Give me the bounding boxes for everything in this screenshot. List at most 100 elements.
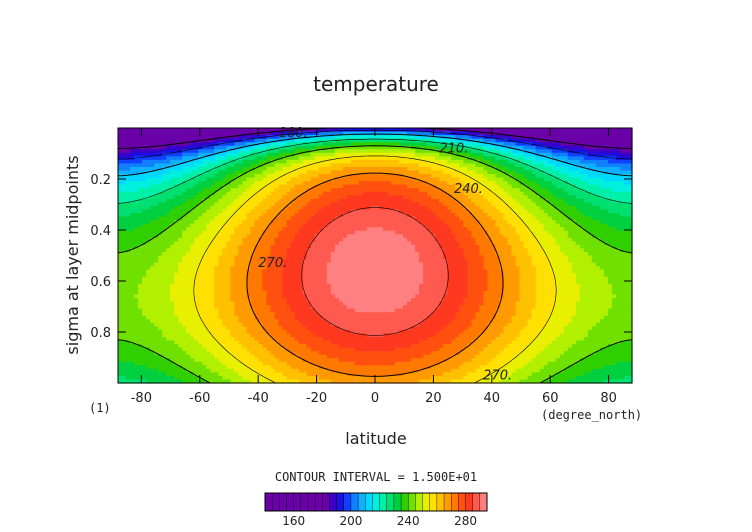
field-cell [366, 184, 372, 189]
field-cell [126, 251, 131, 257]
field-cell [150, 237, 155, 242]
field-cell [350, 329, 356, 335]
field-cell [198, 372, 203, 377]
field-cell [370, 181, 376, 186]
field-cell [142, 329, 147, 335]
field-cell [162, 273, 167, 278]
field-cell [278, 142, 284, 147]
field-cell [290, 135, 296, 140]
field-cell [262, 319, 268, 324]
field-cell [118, 347, 123, 352]
field-cell [154, 163, 159, 168]
field-cell [130, 209, 135, 214]
field-cell [194, 375, 199, 381]
field-cell [387, 163, 392, 168]
field-cell [142, 237, 147, 242]
field-cell [395, 195, 400, 200]
field-cell [302, 269, 308, 274]
field-cell [278, 290, 284, 296]
field-cell [370, 188, 376, 193]
field-cell [138, 298, 143, 303]
field-cell [202, 333, 207, 338]
field-cell [250, 184, 256, 189]
field-cell [258, 138, 264, 143]
field-cell [379, 298, 384, 303]
field-cell [282, 181, 288, 186]
field-cell [254, 259, 260, 264]
field-cell [262, 336, 268, 342]
field-cell [286, 216, 292, 221]
field-cell [154, 251, 159, 257]
field-cell [326, 308, 332, 313]
field-cell [202, 220, 207, 225]
field-cell [214, 195, 219, 200]
field-cell [218, 205, 224, 211]
field-cell [294, 248, 300, 253]
field-cell [246, 191, 252, 196]
field-cell [290, 195, 296, 200]
field-cell [202, 209, 207, 214]
field-cell [162, 255, 167, 260]
field-cell [370, 347, 376, 352]
field-cell [118, 227, 123, 232]
field-cell [391, 372, 396, 377]
field-cell [262, 315, 268, 320]
field-cell [150, 138, 155, 143]
field-cell [222, 319, 228, 324]
field-cell [254, 379, 260, 384]
field-cell [150, 308, 155, 313]
field-cell [202, 244, 207, 250]
field-cell [166, 248, 171, 253]
field-cell [218, 336, 224, 342]
field-cell [206, 280, 211, 285]
field-cell [278, 365, 284, 370]
field-cell [346, 163, 352, 168]
field-cell [146, 131, 151, 136]
field-cell [206, 241, 211, 246]
field-cell [242, 209, 248, 214]
field-cell [250, 198, 256, 203]
field-cell [387, 259, 392, 264]
field-cell [182, 174, 187, 179]
field-cell [194, 329, 199, 335]
field-cell [278, 205, 284, 211]
field-cell [146, 262, 151, 267]
field-cell [358, 170, 364, 175]
field-cell [342, 354, 348, 359]
field-cell [375, 255, 380, 260]
field-cell [194, 273, 199, 278]
field-cell [370, 138, 376, 143]
field-cell [118, 312, 123, 317]
field-cell [290, 340, 296, 345]
field-cell [146, 244, 151, 250]
field-cell [354, 294, 360, 299]
field-cell [162, 312, 167, 317]
field-cell [134, 191, 139, 196]
field-cell [358, 298, 364, 303]
field-cell [286, 344, 292, 349]
field-cell [318, 255, 324, 260]
field-cell [126, 326, 131, 331]
field-cell [174, 344, 179, 349]
field-cell [334, 322, 340, 327]
field-cell [166, 188, 171, 193]
field-cell [182, 298, 187, 303]
field-cell [198, 244, 203, 250]
field-cell [234, 305, 240, 310]
field-cell [150, 336, 155, 342]
field-cell [318, 308, 324, 313]
field-cell [262, 283, 268, 288]
field-cell [214, 234, 219, 239]
field-cell [387, 184, 392, 189]
field-cell [379, 234, 384, 239]
field-cell [326, 301, 332, 306]
field-cell [118, 181, 123, 186]
field-cell [218, 255, 224, 260]
field-cell [130, 273, 135, 278]
field-cell [274, 372, 280, 377]
field-cell [186, 351, 191, 356]
field-cell [310, 163, 316, 168]
field-cell [298, 237, 304, 242]
field-cell [379, 202, 384, 207]
field-cell [202, 344, 207, 349]
